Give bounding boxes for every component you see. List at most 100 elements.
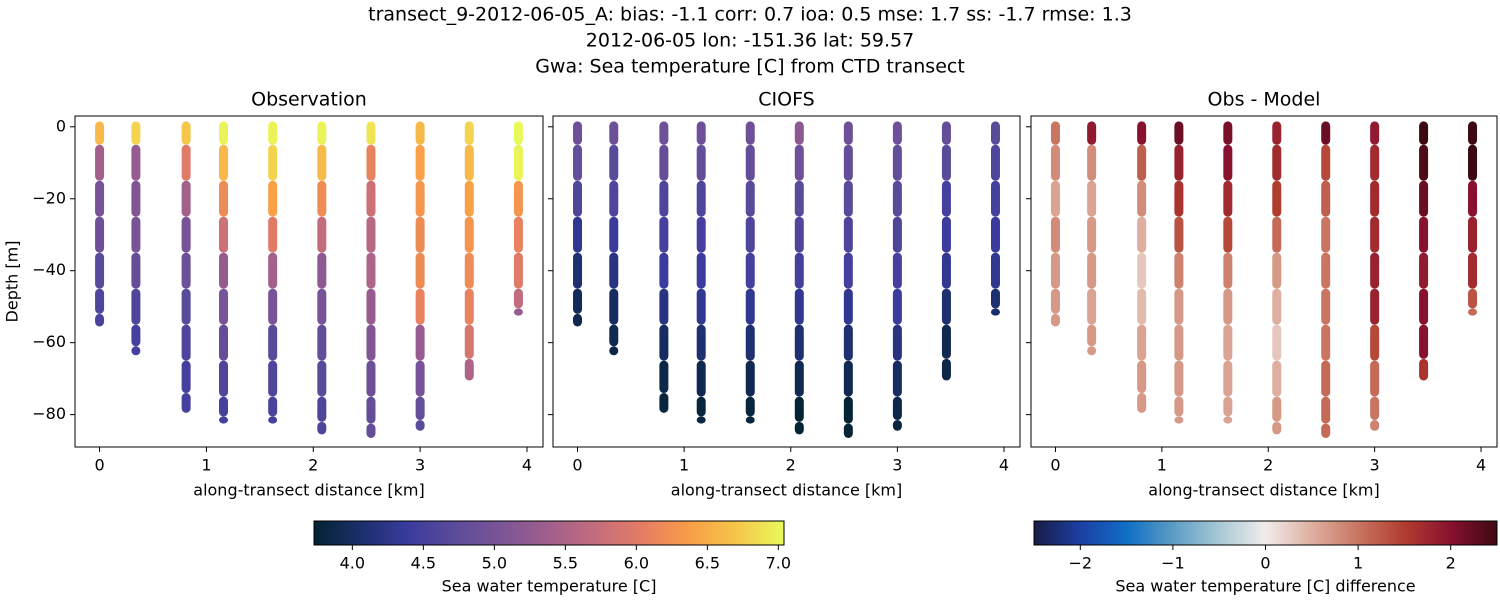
data-point xyxy=(696,252,706,289)
data-point xyxy=(1174,180,1184,217)
data-point xyxy=(131,180,141,217)
data-point xyxy=(892,288,902,325)
data-point xyxy=(843,324,853,361)
data-point xyxy=(696,360,706,397)
x-tick-label: 2 xyxy=(786,456,796,475)
data-point xyxy=(573,121,583,145)
data-point xyxy=(268,288,278,325)
data-point xyxy=(1174,288,1184,325)
y-tick-label: −20 xyxy=(32,188,66,207)
data-point xyxy=(131,216,141,253)
data-point xyxy=(659,216,669,253)
data-point xyxy=(745,360,755,397)
data-point xyxy=(745,144,755,181)
data-point xyxy=(513,121,523,145)
data-point xyxy=(794,216,804,253)
data-point xyxy=(1223,416,1233,424)
data-point xyxy=(1370,216,1380,253)
data-point xyxy=(1174,121,1184,145)
data-point xyxy=(268,180,278,217)
data-point xyxy=(1370,420,1380,431)
data-point xyxy=(95,144,105,181)
data-point xyxy=(990,144,1000,181)
data-point xyxy=(745,216,755,253)
data-point xyxy=(1370,121,1380,145)
data-point xyxy=(941,216,951,253)
data-point xyxy=(317,252,327,289)
data-point xyxy=(843,180,853,217)
data-point xyxy=(1174,416,1184,424)
data-point xyxy=(659,144,669,181)
x-tick-label: 1 xyxy=(201,456,211,475)
data-point xyxy=(573,252,583,289)
x-tick-label: 3 xyxy=(415,456,425,475)
colorbar xyxy=(313,520,785,546)
data-point xyxy=(892,144,902,181)
data-point xyxy=(415,360,425,397)
data-point xyxy=(268,252,278,289)
data-point xyxy=(317,421,327,435)
data-point xyxy=(366,216,376,253)
data-point xyxy=(1468,121,1478,145)
data-point xyxy=(941,252,951,289)
colorbar-tick-label: 6.5 xyxy=(695,554,720,573)
x-axis-label: along-transect distance [km] xyxy=(671,481,902,500)
data-point xyxy=(95,252,105,289)
data-point xyxy=(219,324,229,361)
colorbar-label: Sea water temperature [C] difference xyxy=(1115,577,1415,596)
x-tick-label: 1 xyxy=(1157,456,1167,475)
data-point xyxy=(1370,288,1380,325)
data-point xyxy=(366,324,376,361)
data-point xyxy=(219,396,229,417)
data-point xyxy=(219,288,229,325)
figure-subtitle: 2012-06-05 lon: -151.36 lat: 59.57 xyxy=(586,30,914,52)
data-point xyxy=(268,216,278,253)
data-point xyxy=(1321,180,1331,217)
data-point xyxy=(1272,396,1282,422)
panel-title: CIOFS xyxy=(758,89,814,111)
data-point xyxy=(268,324,278,361)
data-point xyxy=(366,180,376,217)
data-point xyxy=(941,288,951,325)
data-point xyxy=(990,216,1000,253)
data-point xyxy=(659,252,669,289)
x-tick-label: 0 xyxy=(94,456,104,475)
data-point xyxy=(1419,252,1429,289)
x-tick-label: 4 xyxy=(522,456,532,475)
data-point xyxy=(1419,121,1429,145)
data-point xyxy=(464,252,474,289)
data-point xyxy=(1468,308,1478,316)
data-point xyxy=(464,216,474,253)
data-point xyxy=(317,180,327,217)
data-point xyxy=(609,346,619,356)
data-point xyxy=(659,180,669,217)
data-point xyxy=(990,308,1000,316)
data-point xyxy=(415,324,425,361)
data-point xyxy=(892,396,902,421)
data-point xyxy=(219,216,229,253)
data-point xyxy=(464,288,474,325)
data-point xyxy=(1137,216,1147,253)
data-point xyxy=(1087,288,1097,325)
data-point xyxy=(1272,144,1282,181)
data-point xyxy=(513,308,523,316)
data-point xyxy=(513,216,523,253)
data-point xyxy=(1370,396,1380,421)
y-axis-label: Depth [m] xyxy=(3,241,22,323)
data-point xyxy=(794,252,804,289)
data-point xyxy=(573,144,583,181)
data-point xyxy=(268,396,278,417)
data-point xyxy=(513,252,523,289)
x-tick-label: 3 xyxy=(1370,456,1380,475)
data-point xyxy=(219,121,229,145)
data-point xyxy=(1321,144,1331,181)
data-point xyxy=(1223,180,1233,217)
data-point xyxy=(181,324,191,361)
data-point xyxy=(1223,324,1233,361)
data-point xyxy=(317,144,327,181)
data-point xyxy=(609,121,619,145)
data-point xyxy=(843,360,853,397)
data-point xyxy=(696,121,706,145)
data-point xyxy=(1137,121,1147,145)
data-point xyxy=(1272,421,1282,435)
